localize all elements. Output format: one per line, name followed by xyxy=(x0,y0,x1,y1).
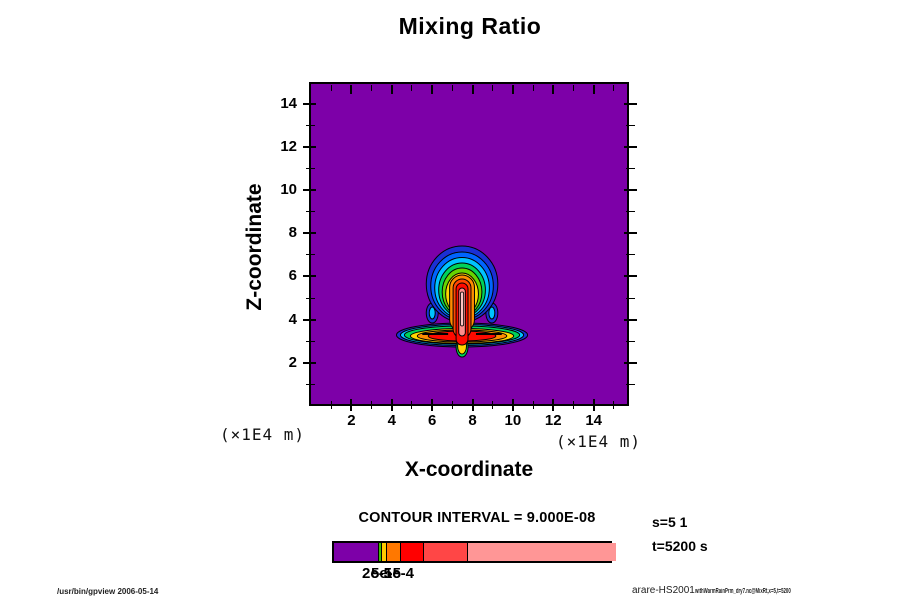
x-axis-title: X-coordinate xyxy=(404,458,534,481)
colorbar-segment xyxy=(334,543,379,561)
y-tick-label: 12 xyxy=(280,137,297,155)
colorbar-tick-label: 2e-5 xyxy=(362,565,393,582)
y-tick-label: 2 xyxy=(288,353,297,371)
colorbar-segment xyxy=(382,543,388,561)
colorbar-segment xyxy=(468,543,616,561)
footer-source-detail: withWarmRainPrm_dry7.nc@MixRt,x=5,t=5200 xyxy=(694,588,791,595)
z-axis-title: Z-coordinate xyxy=(243,183,266,311)
x-tick-label: 14 xyxy=(585,412,602,429)
plume-cap xyxy=(425,245,499,346)
page-title: Mixing Ratio xyxy=(398,13,542,39)
colorbar-segment xyxy=(401,543,424,561)
x-tick-label: 6 xyxy=(427,412,437,429)
annotation-t: t=5200 s xyxy=(652,538,708,554)
mixing-ratio-contour-plume xyxy=(395,245,529,358)
footer-generator-text: /usr/bin/gpview 2006-05-14 xyxy=(57,587,159,596)
y-tick-label: 14 xyxy=(280,94,297,112)
x-tick-label: 12 xyxy=(544,412,562,429)
footer-source-text: arare-HS2001withWarmRainPrm_dry7.nc@MixR… xyxy=(632,585,849,596)
colorbar-tick-label: 5e-5 xyxy=(371,565,402,582)
x-axis-unit-label: (×1E4 m) xyxy=(556,432,642,451)
colorbar xyxy=(332,541,616,563)
x-tick-label: 8 xyxy=(468,412,477,429)
footer-source-main: arare-HS2001 xyxy=(632,585,695,596)
colorbar-tick-label: 1e-4 xyxy=(384,565,415,582)
contour-plot-area xyxy=(309,82,629,406)
colorbar-segment xyxy=(423,543,469,561)
colorbar-segment xyxy=(387,543,402,561)
x-tick-label: 10 xyxy=(504,412,522,429)
y-axis-unit-label: (×1E4 m) xyxy=(219,425,305,444)
x-tick-label: 2 xyxy=(347,412,356,429)
annotation-s: s=5 1 xyxy=(652,514,688,530)
x-tick-label: 4 xyxy=(387,412,396,429)
colorbar-segment xyxy=(378,543,383,561)
contour-interval-text: CONTOUR INTERVAL = 9.000E-08 xyxy=(358,510,596,526)
